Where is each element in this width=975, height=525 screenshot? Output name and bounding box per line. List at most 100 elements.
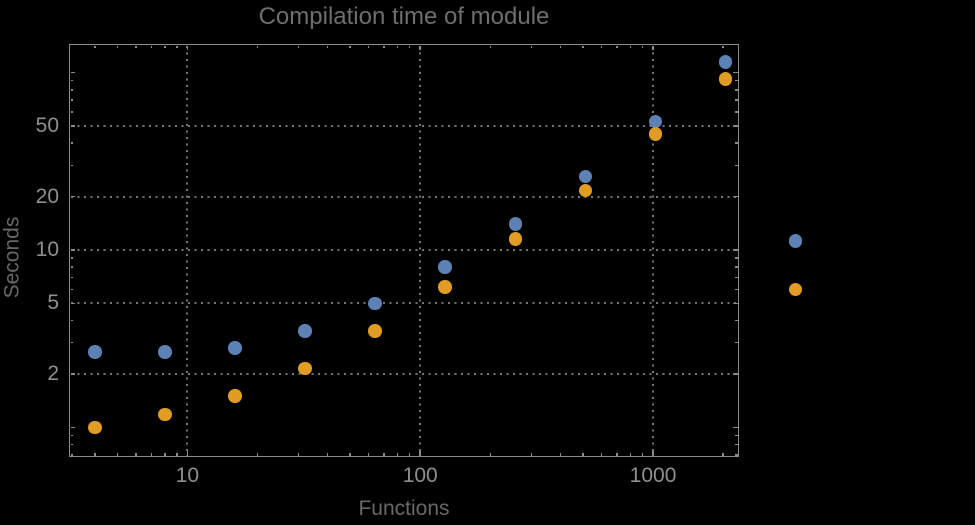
y-tick	[733, 125, 738, 127]
x-tick	[559, 45, 562, 48]
x-tick	[94, 45, 96, 48]
y-tick	[735, 164, 738, 167]
y-tick	[70, 302, 75, 305]
x-tick	[297, 453, 300, 456]
y-tick	[735, 288, 738, 291]
x-tick	[383, 45, 385, 48]
y-tick	[735, 142, 738, 144]
x-axis-label: Functions	[358, 497, 450, 520]
x-tick	[616, 45, 618, 48]
y-tick	[70, 276, 73, 279]
y-tick	[733, 249, 738, 251]
y-tick	[733, 195, 738, 198]
y-gridline	[70, 372, 738, 375]
y-tick	[735, 454, 738, 456]
x-tick	[256, 45, 259, 48]
x-tick	[489, 45, 492, 48]
x-tick	[150, 45, 153, 48]
x-tick	[600, 45, 603, 48]
x-tick	[629, 453, 632, 456]
y-tick	[735, 99, 738, 101]
y-tick	[733, 373, 738, 375]
y-tick-label: 2	[47, 361, 59, 385]
y-tick	[70, 249, 75, 251]
y-tick-label: 20	[35, 184, 59, 208]
y-tick	[733, 302, 738, 305]
y-tick	[70, 71, 75, 74]
y-tick	[735, 111, 738, 113]
x-tick	[135, 453, 137, 456]
x-tick-label: 10	[175, 464, 200, 487]
y-tick	[70, 266, 73, 268]
y-tick-label: 5	[47, 291, 59, 315]
y-gridline	[70, 248, 738, 251]
y-gridline	[70, 195, 738, 198]
y-tick	[70, 125, 75, 127]
x-tick	[164, 45, 166, 48]
y-tick	[735, 276, 738, 279]
y-tick	[733, 71, 738, 74]
data-point-blue	[578, 169, 593, 184]
x-tick	[641, 453, 644, 456]
y-tick-label: 10	[35, 237, 59, 261]
y-tick	[735, 79, 738, 82]
x-tick	[326, 45, 329, 48]
data-point-blue	[368, 296, 382, 311]
y-tick	[70, 257, 73, 259]
y-tick	[70, 454, 73, 456]
x-tick	[600, 453, 603, 456]
x-tick	[186, 45, 189, 50]
y-tick	[735, 257, 738, 259]
x-tick	[367, 45, 370, 48]
data-point-blue	[508, 217, 523, 231]
x-tick	[616, 453, 618, 456]
x-tick	[297, 45, 300, 48]
x-tick	[256, 453, 259, 456]
data-point-orange	[578, 183, 593, 198]
plot-frame	[69, 44, 739, 457]
y-tick	[70, 319, 73, 322]
x-tick	[396, 453, 399, 456]
x-tick	[408, 45, 411, 48]
data-point-orange	[438, 280, 452, 294]
y-tick	[70, 79, 73, 82]
y-tick	[70, 434, 73, 437]
x-tick	[94, 453, 96, 456]
x-tick	[722, 45, 724, 48]
x-tick	[176, 453, 178, 456]
data-point-orange	[648, 127, 663, 141]
data-point-blue	[158, 345, 172, 359]
y-tick	[735, 443, 738, 446]
y-tick	[70, 99, 73, 101]
x-tick	[116, 453, 119, 456]
y-tick	[70, 341, 73, 344]
y-tick	[70, 288, 73, 291]
x-tick	[530, 453, 533, 456]
x-tick-label: 1000	[629, 464, 677, 487]
x-tick	[652, 45, 654, 50]
y-tick	[70, 426, 75, 429]
y-tick	[733, 426, 738, 429]
y-tick	[735, 341, 738, 344]
data-point-orange	[718, 72, 733, 86]
x-tick	[150, 453, 153, 456]
x-tick	[722, 453, 724, 456]
x-tick	[116, 45, 119, 48]
data-point-orange	[228, 389, 242, 403]
x-tick	[419, 45, 421, 50]
y-tick	[70, 142, 73, 144]
data-point-blue	[88, 345, 102, 359]
y-tick	[70, 373, 75, 375]
chart-title: Compilation time of module	[258, 3, 550, 30]
data-point-orange	[298, 361, 312, 376]
x-tick	[629, 45, 632, 48]
y-tick	[735, 434, 738, 437]
data-point-orange	[368, 324, 382, 338]
x-tick	[396, 45, 399, 48]
x-tick	[164, 453, 166, 456]
x-tick	[326, 453, 329, 456]
x-tick	[176, 45, 178, 48]
x-tick	[383, 453, 385, 456]
